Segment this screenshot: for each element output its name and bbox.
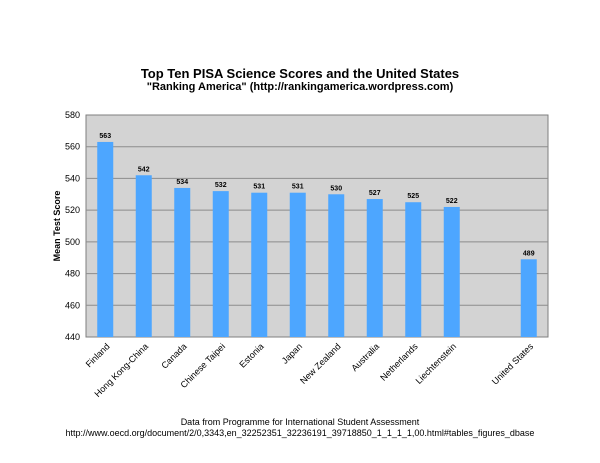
bar — [443, 206, 460, 337]
chart-title: Top Ten PISA Science Scores and the Unit… — [140, 66, 460, 81]
x-tick-label: United States — [490, 341, 536, 387]
bar — [212, 191, 229, 337]
x-tick-label: New Zealand — [298, 341, 343, 386]
data-label: 525 — [407, 193, 419, 200]
bar — [289, 192, 306, 337]
y-tick-label: 480 — [65, 269, 80, 279]
x-tick-label: Estonia — [237, 341, 265, 369]
x-tick-label: Australia — [349, 341, 381, 373]
x-tick-label: Canada — [159, 341, 188, 370]
y-axis-label: Mean Test Score — [52, 191, 62, 262]
y-tick-label: 580 — [65, 110, 80, 120]
data-label: 527 — [369, 190, 381, 197]
data-label: 530 — [330, 185, 342, 192]
x-tick-label: Finland — [84, 341, 112, 369]
y-tick-label: 540 — [65, 173, 80, 183]
bar — [251, 192, 268, 337]
y-tick-label: 560 — [65, 142, 80, 152]
bar — [174, 187, 191, 337]
y-tick-label: 520 — [65, 205, 80, 215]
footnote-source: Data from Programme for International St… — [180, 417, 420, 427]
footnote: Data from Programme for International St… — [0, 417, 600, 439]
x-tick-label: Netherlands — [378, 341, 420, 383]
data-label: 489 — [523, 250, 535, 257]
data-label: 531 — [253, 184, 265, 191]
data-label: 534 — [176, 179, 188, 186]
data-label: 563 — [99, 133, 111, 140]
bar — [328, 194, 345, 337]
x-tick-label: Liechtenstein — [414, 341, 459, 386]
data-label: 542 — [138, 166, 150, 173]
data-label: 531 — [292, 184, 304, 191]
y-tick-label: 440 — [65, 332, 80, 342]
bar — [366, 199, 383, 337]
plot-area — [85, 114, 549, 338]
x-tick-label: Japan — [280, 341, 304, 365]
bar — [135, 175, 152, 337]
bar — [405, 202, 422, 337]
bar — [520, 259, 537, 337]
footnote-url: http://www.oecd.org/document/2/0,3343,en… — [65, 428, 535, 438]
data-label: 532 — [215, 182, 227, 189]
y-tick-label: 500 — [65, 237, 80, 247]
y-tick-label: 460 — [65, 300, 80, 310]
bar — [97, 141, 114, 337]
chart-subtitle: "Ranking America" (http://rankingamerica… — [146, 81, 454, 93]
data-label: 522 — [446, 198, 458, 205]
